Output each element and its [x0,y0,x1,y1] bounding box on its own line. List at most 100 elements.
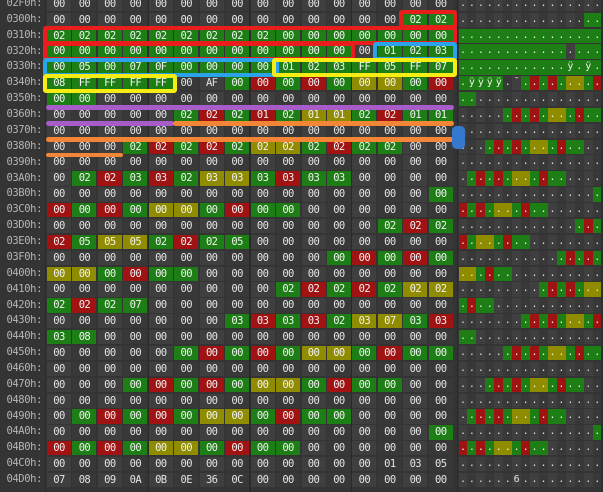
hex-byte-cell[interactable]: 00 [72,139,97,154]
hex-byte-cell[interactable]: 02 [47,298,71,313]
ascii-char-cell[interactable]: . [556,250,566,265]
hex-byte-cell[interactable]: 00 [301,266,326,281]
ascii-char-cell[interactable]: . [565,330,575,345]
hex-byte-cell[interactable]: 00 [174,266,199,281]
ascii-char-cell[interactable]: . [530,282,540,297]
hex-byte-cell[interactable]: 00 [148,107,173,123]
ascii-char-cell[interactable]: . [556,139,566,154]
ascii-char-cell[interactable]: . [539,60,548,75]
hex-byte-cell[interactable]: 00 [47,203,71,218]
ascii-char-cell[interactable]: . [583,425,593,440]
hex-byte-cell[interactable]: 00 [148,282,173,297]
ascii-char-cell[interactable]: . [503,107,513,123]
ascii-char-cell[interactable]: . [583,155,593,170]
hex-byte-cell[interactable]: 00 [276,250,301,265]
hex-byte-cell[interactable]: 00 [377,472,402,488]
ascii-char-cell[interactable]: . [494,345,504,361]
hex-byte-cell[interactable]: 00 [123,330,148,345]
hex-byte-cell[interactable]: 00 [174,76,199,91]
hex-byte-cell[interactable]: 09 [97,472,122,488]
ascii-char-cell[interactable]: . [574,107,584,123]
ascii-char-cell[interactable]: . [548,314,557,329]
hex-byte-cell[interactable]: 00 [352,457,377,472]
ascii-char-cell[interactable]: . [556,472,566,488]
ascii-char-cell[interactable]: . [503,139,513,154]
hex-byte-cell[interactable]: 02 [276,282,301,297]
ascii-char-cell[interactable]: . [485,60,495,75]
ascii-char-cell[interactable]: . [530,155,540,170]
hex-byte-cell[interactable]: 01 [377,457,402,472]
hex-byte-cell[interactable]: 01 [377,44,402,59]
ascii-char-cell[interactable]: . [458,409,468,424]
hex-byte-cell[interactable]: 00 [377,441,402,456]
hex-byte-cell[interactable]: 02 [199,107,224,123]
ascii-char-cell[interactable]: . [565,441,575,456]
ascii-char-cell[interactable]: . [539,123,548,139]
ascii-char-cell[interactable]: . [503,330,513,345]
ascii-char-cell[interactable]: . [565,457,575,472]
hex-byte-cell[interactable]: 00 [225,282,250,297]
ascii-char-cell[interactable]: . [467,92,477,107]
hex-byte-cell[interactable]: 00 [428,441,453,456]
ascii-char-cell[interactable]: . [458,393,468,408]
ascii-char-cell[interactable]: . [565,123,575,139]
ascii-char-cell[interactable]: . [583,28,593,43]
ascii-char-cell[interactable]: . [592,314,602,329]
hex-byte-cell[interactable]: 00 [123,314,148,329]
ascii-char-cell[interactable]: . [476,171,486,186]
hex-byte-cell[interactable]: 00 [123,345,148,361]
ascii-char-cell[interactable]: . [592,345,602,361]
hex-byte-cell[interactable]: 03 [301,314,326,329]
ascii-char-cell[interactable]: . [521,345,531,361]
hex-byte-cell[interactable]: 00 [403,298,428,313]
hex-byte-cell[interactable]: 00 [377,266,402,281]
hex-byte-cell[interactable]: 02 [301,282,326,297]
ascii-char-cell[interactable]: . [476,12,486,27]
ascii-char-cell[interactable]: ÿ [467,76,477,91]
hex-byte-cell[interactable]: 02 [250,139,275,154]
hex-byte-cell[interactable]: 00 [250,282,275,297]
ascii-char-cell[interactable]: . [548,441,557,456]
ascii-char-cell[interactable]: . [467,457,477,472]
hex-byte-cell[interactable]: 02 [377,218,402,234]
ascii-char-cell[interactable]: . [521,12,531,27]
ascii-char-cell[interactable]: . [574,60,584,75]
ascii-char-cell[interactable]: . [539,425,548,440]
ascii-char-cell[interactable]: . [539,12,548,27]
ascii-char-cell[interactable]: . [503,282,513,297]
ascii-char-cell[interactable]: . [583,92,593,107]
hex-byte-cell[interactable]: 00 [276,377,301,392]
ascii-char-cell[interactable]: . [512,60,522,75]
ascii-char-cell[interactable]: . [512,250,522,265]
ascii-char-cell[interactable]: . [583,361,593,377]
ascii-char-cell[interactable]: . [458,44,468,59]
ascii-char-cell[interactable]: . [583,266,593,281]
hex-byte-cell[interactable]: 00 [225,457,250,472]
hex-byte-cell[interactable]: 00 [276,92,301,107]
ascii-char-cell[interactable]: . [574,44,584,59]
hex-byte-cell[interactable]: 00 [301,250,326,265]
ascii-char-cell[interactable]: . [574,123,584,139]
hex-byte-cell[interactable]: 02 [199,139,224,154]
ascii-char-cell[interactable]: . [512,298,522,313]
hex-byte-cell[interactable]: 00 [174,0,199,12]
hex-byte-cell[interactable]: 00 [276,76,301,91]
hex-byte-cell[interactable]: 00 [377,393,402,408]
ascii-char-cell[interactable]: . [565,298,575,313]
ascii-char-cell[interactable]: . [494,92,504,107]
hex-byte-cell[interactable]: 00 [250,298,275,313]
ascii-char-cell[interactable]: . [476,441,486,456]
ascii-char-cell[interactable]: . [574,187,584,202]
ascii-char-cell[interactable]: . [458,361,468,377]
ascii-char-cell[interactable]: . [485,393,495,408]
ascii-char-cell[interactable]: . [556,234,566,250]
ascii-char-cell[interactable]: . [521,472,531,488]
ascii-char-cell[interactable]: . [565,28,575,43]
ascii-char-cell[interactable]: . [548,377,557,392]
ascii-char-cell[interactable]: . [530,203,540,218]
ascii-char-cell[interactable]: . [548,361,557,377]
hex-byte-cell[interactable]: 00 [47,155,71,170]
hex-byte-cell[interactable]: 00 [352,250,377,265]
ascii-char-cell[interactable]: . [458,139,468,154]
hex-byte-cell[interactable]: 00 [123,377,148,392]
